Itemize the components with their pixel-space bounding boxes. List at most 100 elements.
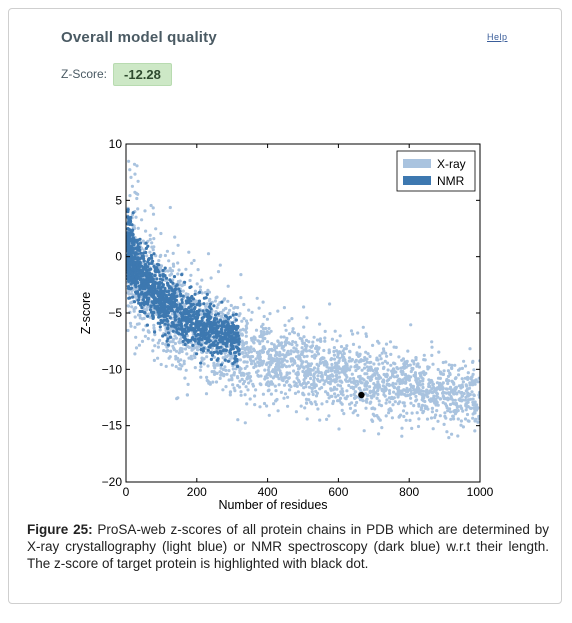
data-point	[189, 273, 193, 277]
data-point	[232, 373, 236, 377]
data-point	[415, 411, 419, 415]
data-point	[274, 389, 278, 393]
data-point	[228, 357, 232, 361]
data-point	[359, 358, 363, 362]
data-point	[292, 360, 296, 364]
data-point	[339, 390, 343, 394]
data-point	[424, 390, 428, 394]
data-point	[182, 362, 186, 366]
data-point	[350, 372, 354, 376]
data-point	[471, 416, 475, 420]
data-point	[233, 351, 237, 355]
data-point	[191, 322, 195, 326]
data-point	[240, 319, 244, 323]
data-point	[266, 389, 270, 393]
data-point	[126, 266, 130, 271]
data-point	[242, 317, 246, 321]
data-point	[241, 351, 245, 355]
data-point	[368, 385, 372, 389]
data-point	[429, 416, 434, 420]
data-point	[167, 286, 171, 290]
data-point	[149, 288, 153, 292]
data-point	[434, 413, 438, 417]
data-point	[222, 316, 226, 320]
data-point	[365, 365, 369, 369]
data-point	[133, 352, 137, 356]
data-point	[409, 323, 413, 327]
data-point	[286, 349, 290, 353]
data-point	[231, 362, 235, 366]
data-point	[253, 403, 257, 407]
help-link[interactable]: Help	[487, 32, 508, 42]
series-nmr-points	[126, 208, 241, 369]
data-point	[226, 284, 230, 288]
data-point	[368, 389, 372, 393]
data-point	[153, 305, 157, 309]
data-point	[282, 335, 286, 339]
data-point	[134, 215, 138, 219]
data-point	[416, 377, 420, 381]
data-point	[130, 286, 134, 290]
data-point	[216, 333, 220, 337]
data-point	[161, 274, 165, 278]
data-point	[393, 400, 397, 404]
data-point	[158, 280, 162, 284]
data-point	[292, 350, 296, 354]
data-point	[174, 304, 178, 308]
data-point	[239, 393, 243, 397]
data-point	[190, 348, 194, 352]
data-point	[372, 386, 376, 390]
data-point	[142, 282, 146, 286]
data-point	[173, 287, 177, 291]
data-point	[182, 359, 186, 363]
data-point	[377, 403, 381, 407]
data-point	[305, 344, 309, 348]
data-point	[422, 409, 426, 413]
data-point	[215, 335, 219, 339]
data-point	[129, 215, 133, 220]
data-point	[234, 331, 238, 335]
data-point	[227, 324, 231, 328]
data-point	[269, 380, 273, 384]
data-point	[417, 365, 421, 369]
data-point	[377, 341, 381, 345]
data-point	[189, 302, 193, 307]
data-point	[461, 380, 465, 384]
data-point	[149, 305, 153, 309]
data-point	[127, 292, 132, 296]
data-point	[216, 363, 220, 367]
data-point	[425, 417, 430, 421]
data-point	[280, 346, 284, 350]
data-point	[218, 349, 222, 353]
data-point	[242, 373, 246, 377]
data-point	[193, 366, 197, 370]
data-point	[238, 328, 243, 332]
data-point	[255, 350, 259, 355]
data-point	[394, 345, 398, 349]
data-point	[245, 326, 249, 330]
data-point	[332, 346, 336, 350]
data-point	[175, 308, 179, 312]
data-point	[170, 296, 174, 300]
y-axis-label: Z-score	[79, 292, 93, 334]
data-point	[435, 391, 439, 395]
data-point	[259, 329, 263, 334]
data-point	[352, 376, 356, 381]
data-point	[333, 370, 337, 374]
data-point	[149, 203, 153, 208]
data-point	[261, 300, 265, 304]
data-point	[201, 349, 205, 353]
data-point	[207, 381, 211, 385]
data-point	[301, 381, 305, 386]
data-point	[469, 376, 473, 380]
data-point	[191, 302, 195, 307]
data-point	[356, 413, 360, 417]
data-point	[411, 359, 415, 363]
data-point	[386, 368, 390, 372]
data-point	[131, 236, 135, 240]
data-point	[233, 337, 237, 341]
data-point	[165, 309, 169, 313]
data-point	[205, 355, 209, 359]
data-point	[190, 357, 194, 361]
data-point	[166, 323, 170, 327]
